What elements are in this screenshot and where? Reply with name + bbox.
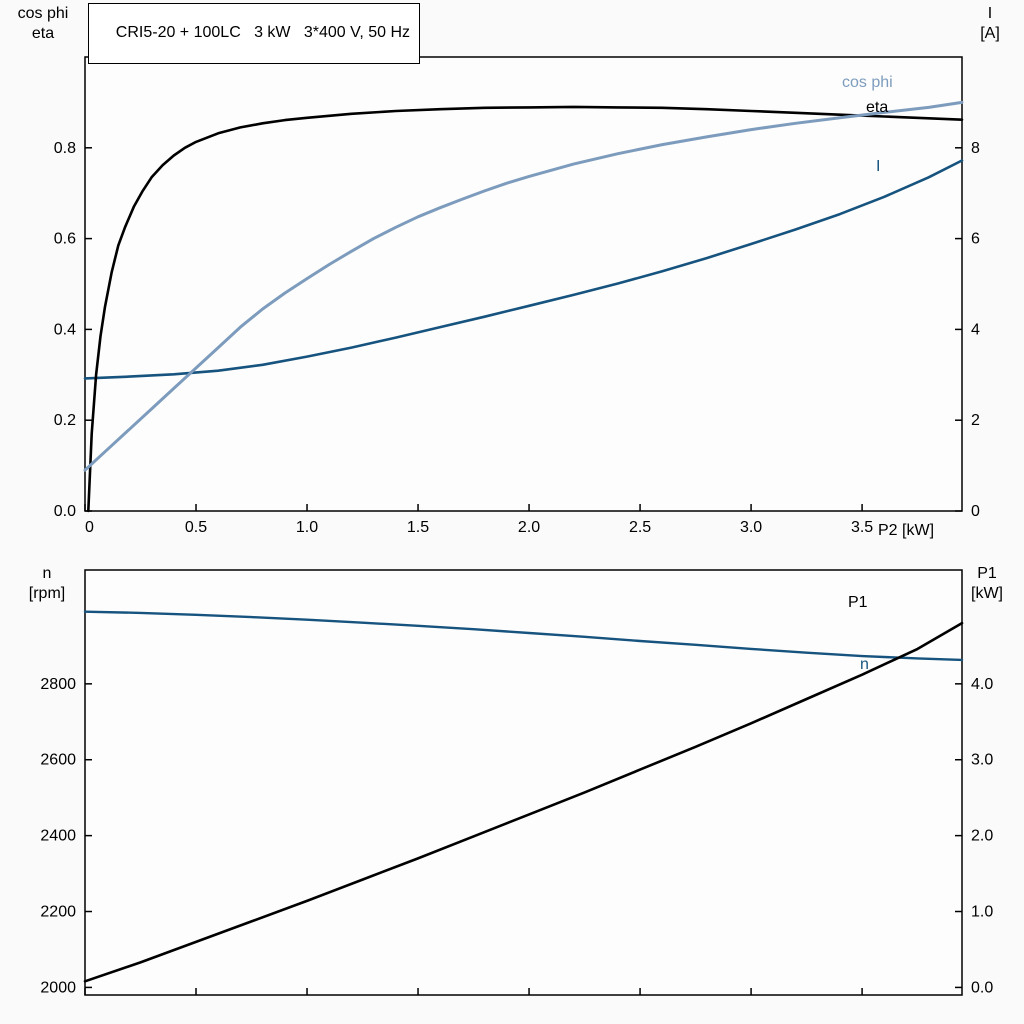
y-right-tick-label: 4.0 bbox=[971, 676, 993, 693]
y-left-tick-label: 0.2 bbox=[54, 412, 76, 429]
top-right-axis-title: I [A] bbox=[962, 4, 1018, 44]
x-axis-title: P2 [kW] bbox=[878, 522, 935, 539]
y-right-tick-label: 0 bbox=[971, 503, 980, 520]
bottom-right-axis-title: P1 [kW] bbox=[956, 564, 1018, 604]
chart-title-box: CRI5-20 + 100LC 3 kW 3*400 V, 50 Hz bbox=[88, 3, 421, 64]
current-axis-label: I bbox=[987, 5, 993, 22]
y-left-tick-label: 2800 bbox=[40, 676, 76, 693]
top-left-axis-title: cos phi eta bbox=[4, 4, 82, 44]
curve-eta bbox=[87, 105, 964, 513]
speed-axis-label: n bbox=[42, 565, 52, 582]
y-left-tick-label: 2600 bbox=[40, 752, 76, 769]
chart-1: 2000 2200 2400 2600 2800 0.0 1.0 2.0 3.0 4.0 bbox=[40, 569, 993, 996]
x-tick-label: 0.5 bbox=[185, 519, 207, 536]
y-right-tick-label: 4 bbox=[971, 321, 980, 338]
curve-cos-phi bbox=[83, 100, 964, 472]
cos-phi-curve-label: cos phi bbox=[842, 74, 893, 91]
rpm-unit-label: [rpm] bbox=[28, 585, 66, 602]
y-left-tick-label: 0.0 bbox=[54, 503, 76, 520]
eta-axis-label: eta bbox=[31, 25, 55, 42]
curve-n bbox=[83, 610, 964, 662]
eta-curve-label: eta bbox=[866, 99, 889, 116]
curve-p1 bbox=[83, 621, 964, 983]
chart-title: CRI5-20 + 100LC 3 kW 3*400 V, 50 Hz bbox=[115, 24, 411, 41]
chart-0: 0 0.5 1.0 1.5 2.0 2.5 3.0 3.5 0.0 0.2 0.4 0.6 0.8 0 2 4… bbox=[54, 56, 980, 536]
bottom-left-axis-title: n [rpm] bbox=[12, 564, 82, 604]
p1-curve-label: P1 bbox=[848, 594, 868, 611]
y-left-tick-label: 0.8 bbox=[54, 140, 76, 157]
y-right-tick-label: 0.0 bbox=[971, 979, 993, 996]
cos-phi-axis-label: cos phi bbox=[17, 5, 69, 22]
x-tick-label: 0 bbox=[85, 519, 94, 536]
current-curve-label: I bbox=[876, 158, 881, 175]
y-right-tick-label: 2.0 bbox=[971, 828, 993, 845]
y-left-tick-label: 2000 bbox=[40, 979, 76, 996]
x-tick-label: 1.0 bbox=[296, 519, 318, 536]
p1-axis-label: P1 bbox=[977, 565, 997, 582]
y-left-tick-label: 0.6 bbox=[54, 231, 76, 248]
x-tick-label: 3.5 bbox=[851, 519, 873, 536]
y-right-tick-label: 1.0 bbox=[971, 904, 993, 921]
x-tick-label: 1.5 bbox=[407, 519, 429, 536]
x-tick-label: 3.0 bbox=[740, 519, 762, 536]
plot-frame bbox=[84, 56, 963, 512]
n-curve-label: n bbox=[860, 656, 869, 673]
kw-unit-label: [kW] bbox=[971, 585, 1003, 602]
y-left-tick-label: 2200 bbox=[40, 904, 76, 921]
curve-i bbox=[83, 159, 964, 380]
y-right-tick-label: 6 bbox=[971, 231, 980, 248]
y-right-tick-label: 8 bbox=[971, 140, 980, 157]
x-tick-label: 2.5 bbox=[629, 519, 651, 536]
y-right-tick-label: 2 bbox=[971, 412, 980, 429]
ampere-unit-label: [A] bbox=[980, 25, 1000, 42]
plot-frame bbox=[84, 569, 963, 996]
x-tick-label: 2.0 bbox=[518, 519, 540, 536]
y-left-tick-label: 2400 bbox=[40, 828, 76, 845]
y-right-tick-label: 3.0 bbox=[971, 752, 993, 769]
y-left-tick-label: 0.4 bbox=[54, 321, 76, 338]
